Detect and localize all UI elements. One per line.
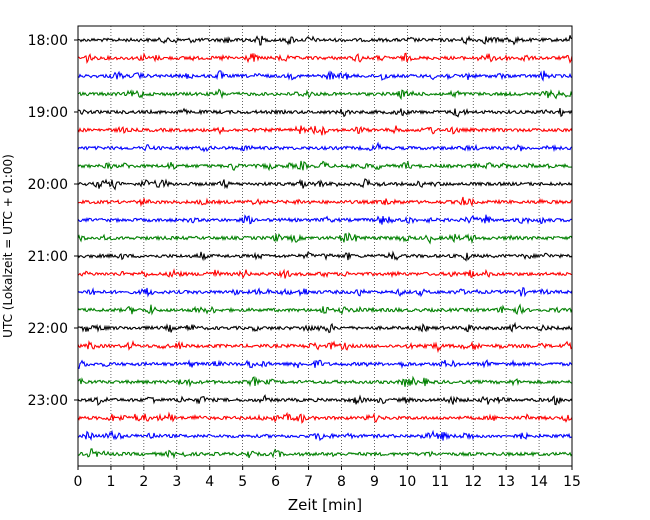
x-tick-label: 13 <box>497 474 515 490</box>
seismic-trace <box>77 268 572 280</box>
seismic-traces <box>77 35 573 460</box>
seismic-trace <box>77 339 573 354</box>
seismic-trace <box>77 394 573 406</box>
seismic-trace <box>77 411 573 424</box>
y-axis: 18:00 19:00 20:00 21:00 22:00 23:00 <box>28 33 78 409</box>
y-tick-label: 20:00 <box>28 177 68 193</box>
x-tick-label: 11 <box>431 474 449 490</box>
seismic-trace <box>77 88 573 101</box>
seismic-trace <box>77 448 573 460</box>
seismic-trace <box>77 286 573 298</box>
x-tick-label: 10 <box>398 474 416 490</box>
x-tick-label: 1 <box>106 474 115 490</box>
seismic-trace <box>78 196 573 208</box>
seismic-trace <box>77 35 573 46</box>
x-tick-label: 5 <box>238 474 247 490</box>
seismic-trace <box>77 232 573 245</box>
y-axis-label: UTC (Lokalzeit = UTC + 01:00) <box>1 154 15 338</box>
seismic-trace <box>77 375 573 388</box>
x-tick-label: 4 <box>205 474 214 490</box>
x-axis: 0 1 2 3 4 5 6 7 8 9 10 11 12 13 14 15 <box>74 466 581 490</box>
seismic-trace <box>77 429 573 442</box>
seismic-trace <box>77 107 573 118</box>
y-tick-label: 22:00 <box>28 321 68 337</box>
seismic-trace <box>77 250 573 262</box>
seismic-trace <box>77 359 573 370</box>
y-tick-label: 21:00 <box>28 249 68 265</box>
seismic-trace <box>77 125 573 136</box>
x-tick-label: 0 <box>74 474 83 490</box>
x-tick-label: 15 <box>563 474 581 490</box>
seismic-trace <box>77 178 573 191</box>
seismic-trace <box>77 70 573 82</box>
seismic-trace <box>77 321 573 334</box>
plot-frame <box>77 25 573 467</box>
x-tick-label: 2 <box>139 474 148 490</box>
x-tick-label: 9 <box>370 474 379 490</box>
x-tick-label: 14 <box>530 474 548 490</box>
seismic-trace <box>77 214 573 225</box>
vertical-grid <box>110 26 540 466</box>
y-tick-label: 19:00 <box>28 105 68 121</box>
x-tick-label: 3 <box>172 474 181 490</box>
x-tick-label: 6 <box>271 474 280 490</box>
x-axis-label: Zeit [min] <box>288 496 362 514</box>
y-tick-label: 18:00 <box>28 33 68 49</box>
seismic-trace <box>77 141 573 153</box>
x-tick-label: 7 <box>304 474 313 490</box>
y-tick-label: 23:00 <box>28 393 68 409</box>
x-tick-label: 8 <box>337 474 346 490</box>
seismic-trace <box>77 160 573 172</box>
x-tick-label: 12 <box>464 474 482 490</box>
seismic-trace <box>77 303 573 316</box>
seismic-trace <box>77 52 573 64</box>
